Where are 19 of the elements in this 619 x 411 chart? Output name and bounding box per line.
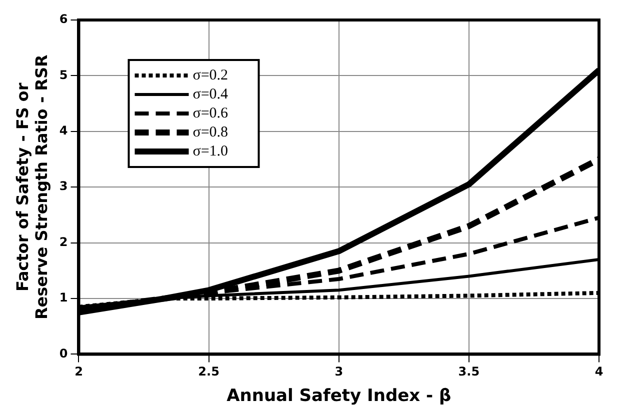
x-tick-label: 4 <box>594 364 604 379</box>
y-tick-label: 5 <box>59 68 68 82</box>
y-axis-title: Factor of Safety - FS or Reserve Strength Ratio - RSR <box>12 54 51 320</box>
y-tick-label: 4 <box>59 124 68 138</box>
y-tick-label: 6 <box>59 12 68 26</box>
x-tick-label: 2.5 <box>198 364 220 379</box>
y-tick-label: 3 <box>59 179 68 194</box>
x-tick-label: 2 <box>74 364 83 379</box>
y-tick-label: 0 <box>59 346 68 360</box>
legend-label: σ=0.8 <box>192 124 228 140</box>
legend-label: σ=0.4 <box>192 86 229 102</box>
legend-label: σ=0.2 <box>192 67 228 84</box>
legend-label: σ=1.0 <box>192 143 228 160</box>
y-tick-label: 1 <box>59 290 68 305</box>
x-tick-label: 3 <box>334 364 344 379</box>
x-axis-title: Annual Safety Index - β <box>226 386 452 406</box>
y-tick-label: 2 <box>59 234 68 249</box>
x-tick-label: 3.5 <box>458 364 480 379</box>
legend-label: σ=0.6 <box>192 105 229 122</box>
